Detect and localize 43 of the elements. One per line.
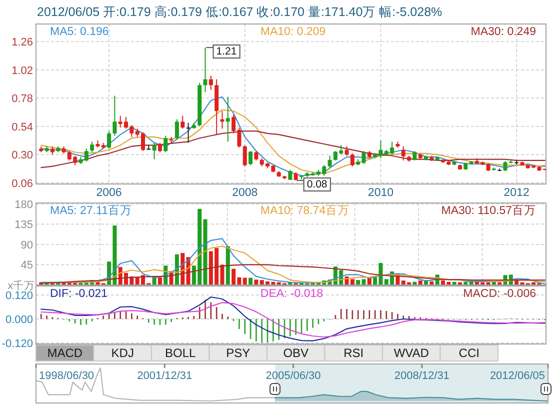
series-label: DEA: -0.018: [260, 288, 324, 300]
y-tick-label: 135: [14, 219, 33, 232]
x-tick-label: 2010: [368, 187, 394, 199]
y-tick-label: 180: [14, 198, 33, 211]
annotation: 1.21: [216, 46, 237, 58]
y-tick-label: 1.02: [12, 64, 33, 77]
y-tick-label: -0.120: [2, 338, 33, 350]
text: OBV: [283, 346, 309, 360]
text: MA30: 0.249: [470, 26, 536, 38]
y-tick-label: 45: [20, 260, 33, 272]
series-label: MACD: -0.006: [463, 288, 536, 300]
y-tick-label: 0.78: [12, 93, 33, 106]
y-axis-title: x千万: [8, 279, 35, 292]
series-label: DIF: -0.021: [50, 288, 108, 300]
text: MACD: [47, 346, 83, 360]
y-tick-label: 1.26: [12, 36, 33, 49]
x-tick-label: 2008/12/31: [394, 370, 450, 382]
chart-title: 2012/06/05 开:0.179 高:0.179 低:0.167 收:0.170 量:171.40万 幅:-5.028%: [37, 4, 442, 19]
text: MA5: 0.196: [50, 26, 109, 38]
y-tick-label: 0.54: [12, 121, 33, 134]
text: CCI: [458, 346, 480, 360]
y-tick-label: 0.000: [5, 314, 33, 326]
x-tick-label: 2005/06/30: [266, 370, 321, 382]
text: MA5: 27.11百万: [50, 204, 132, 217]
y-tick-label: 0.06: [12, 178, 33, 190]
x-tick-label: 2001/12/31: [137, 370, 192, 382]
text: MA10: 78.74百万: [260, 204, 350, 217]
x-tick-label: 2006: [96, 187, 122, 199]
text: RSI: [344, 346, 364, 360]
text: KDJ: [111, 346, 134, 360]
x-tick-label: 2012/06/05: [490, 370, 545, 382]
y-tick-label: 0.30: [12, 150, 33, 162]
x-tick-label: 1998/06/30: [39, 370, 94, 382]
text: MA30: 110.57百万: [441, 204, 536, 217]
y-tick-label: 90: [20, 239, 33, 252]
text: BOLL: [165, 346, 196, 360]
annotation: 0.08: [306, 178, 328, 190]
x-tick-label: 2008: [232, 187, 258, 199]
text: PSY: [226, 346, 250, 360]
x-tick-label: 2012: [504, 187, 530, 199]
text: MA10: 0.209: [260, 26, 326, 38]
y-tick-label: 0.120: [5, 290, 33, 302]
text: WVAD: [394, 346, 430, 360]
